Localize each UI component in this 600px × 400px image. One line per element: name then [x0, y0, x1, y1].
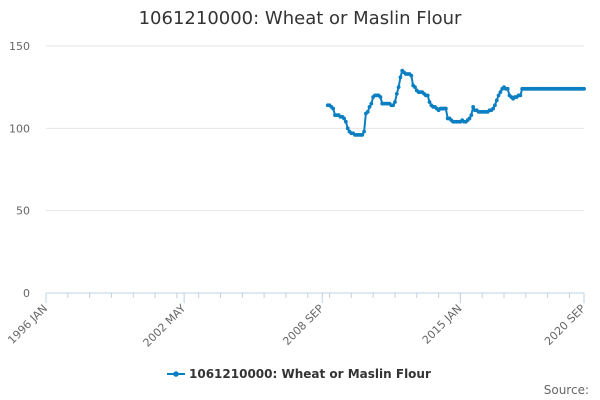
data-point: [469, 113, 474, 118]
data-point: [413, 85, 417, 90]
y-axis: 0 50 100 150: [9, 40, 30, 300]
data-point: [582, 86, 586, 91]
legend[interactable]: 1061210000: Wheat or Maslin Flour: [167, 367, 431, 381]
x-tick-label: 2015 JAN: [420, 302, 465, 347]
data-point: [331, 106, 336, 111]
data-point: [362, 129, 366, 134]
data-point: [360, 133, 365, 137]
x-tick-label: 1996 JAN: [5, 302, 50, 347]
data-point: [365, 109, 370, 114]
x-tick-label: 2008 SEP: [280, 302, 326, 348]
data-point: [467, 116, 472, 121]
x-axis: 1996 JAN 2002 MAY 2008 SEP 2015 JAN 2020 SEP: [5, 292, 588, 350]
data-point: [345, 126, 350, 131]
data-point: [491, 106, 496, 111]
data-point: [425, 93, 430, 98]
x-tick-label: 2020 SEP: [542, 302, 588, 348]
y-tick-label: 50: [16, 205, 30, 218]
data-point: [498, 90, 503, 95]
data-point: [398, 75, 403, 80]
data-point: [496, 93, 501, 98]
data-point: [342, 116, 346, 121]
legend-swatch-dot: [173, 371, 179, 377]
data-point: [471, 105, 476, 109]
y-tick-label: 100: [9, 122, 30, 135]
data-point: [396, 85, 401, 90]
data-point: [378, 95, 383, 99]
y-tick-label: 150: [9, 40, 30, 53]
series-layer: [325, 68, 586, 137]
data-point: [369, 101, 374, 106]
y-tick-label: 0: [23, 287, 30, 300]
data-point: [493, 103, 497, 108]
x-tick-label: 2002 MAY: [141, 302, 189, 350]
data-point: [443, 106, 448, 111]
data-point: [427, 100, 432, 104]
data-point: [343, 119, 348, 124]
data-point: [394, 91, 399, 96]
data-point: [393, 100, 397, 104]
data-point: [494, 98, 499, 103]
data-point: [391, 103, 396, 108]
data-point: [518, 93, 523, 98]
series-line: [326, 69, 585, 136]
chart-title: 1061210000: Wheat or Maslin Flour: [139, 8, 462, 29]
gridlines: [46, 45, 584, 294]
data-point: [409, 73, 414, 78]
data-point: [505, 86, 510, 91]
source-label: Source:: [544, 383, 589, 397]
legend-label: 1061210000: Wheat or Maslin Flour: [189, 367, 431, 381]
data-point: [367, 105, 372, 109]
